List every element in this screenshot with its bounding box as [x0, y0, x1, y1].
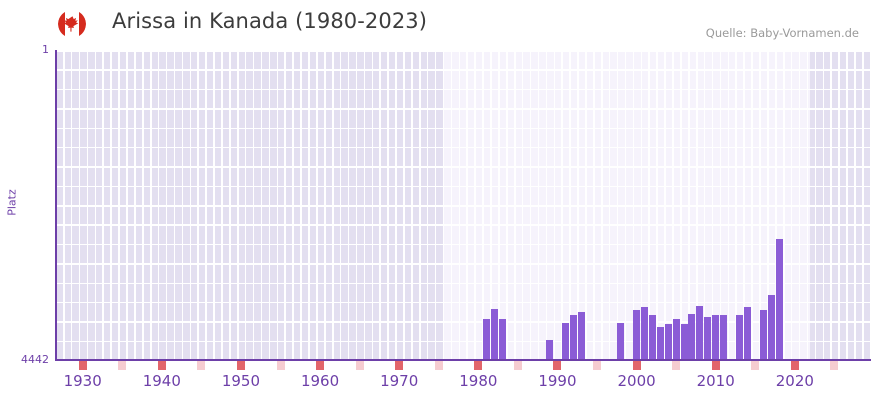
bar-1983[interactable]: [498, 319, 506, 360]
tick-marker-2025: [830, 361, 839, 370]
gridline-horizontal: [55, 321, 870, 323]
x-axis-line: [55, 359, 871, 361]
tick-marker-1955: [276, 361, 285, 370]
bar-2016[interactable]: [759, 310, 767, 360]
tick-marker-2010: [711, 361, 720, 370]
bar-2009[interactable]: [704, 316, 712, 360]
canada-flag-icon: [58, 10, 86, 38]
tick-marker-2005: [672, 361, 681, 370]
source-attribution: Quelle: Baby-Vornamen.de: [705, 26, 859, 40]
bar-2011[interactable]: [720, 315, 728, 360]
tick-marker-1970: [395, 361, 404, 370]
chart-header: Arissa in Kanada (1980-2023) Quelle: Bab…: [0, 0, 873, 46]
bar-1989[interactable]: [546, 339, 554, 360]
gridline-horizontal: [55, 282, 870, 285]
bar-2000[interactable]: [633, 310, 641, 360]
y-axis-min-label: 4442: [21, 353, 49, 366]
x-tick-label-2010: 2010: [696, 372, 735, 390]
x-tick-label-1990: 1990: [538, 372, 577, 390]
tick-marker-1990: [553, 361, 562, 370]
gridline-horizontal: [55, 301, 870, 304]
bar-1991[interactable]: [561, 322, 569, 360]
y-axis-max-label: 1: [42, 43, 49, 56]
tick-marker-2020: [790, 361, 799, 370]
x-axis-tick-labels: 1930 1940 1950 1960 1970 1980 1990 2000 2010 2020: [0, 372, 873, 396]
bar-1992[interactable]: [569, 315, 577, 360]
x-tick-label-1970: 1970: [380, 372, 419, 390]
bar-1998[interactable]: [617, 322, 625, 360]
bar-2007[interactable]: [688, 313, 696, 360]
gridline-horizontal: [55, 50, 870, 52]
gridline-horizontal: [55, 146, 870, 149]
gridline-horizontal: [55, 205, 870, 207]
gridline-horizontal: [55, 88, 870, 91]
bar-2017[interactable]: [767, 294, 775, 360]
bar-2006[interactable]: [680, 324, 688, 360]
tick-marker-2015: [751, 361, 760, 370]
tick-marker-1935: [118, 361, 127, 370]
bar-2005[interactable]: [672, 319, 680, 360]
gridline-horizontal: [55, 243, 870, 246]
gridline-horizontal: [55, 340, 870, 343]
x-tick-label-1950: 1950: [221, 372, 261, 390]
tick-marker-1980: [474, 361, 483, 370]
bar-1981[interactable]: [482, 319, 490, 360]
tick-marker-1930: [78, 361, 87, 370]
gridline-horizontal: [55, 127, 870, 130]
tick-marker-1945: [197, 361, 206, 370]
bar-1993[interactable]: [577, 311, 585, 360]
tick-marker-1950: [236, 361, 245, 370]
tick-marker-1965: [355, 361, 364, 370]
y-axis-line: [55, 50, 57, 361]
bar-2003[interactable]: [656, 327, 664, 360]
bar-2008[interactable]: [696, 305, 704, 360]
tick-marker-1960: [316, 361, 325, 370]
tick-marker-1985: [513, 361, 522, 370]
bar-2001[interactable]: [640, 307, 648, 360]
y-axis-title: Platz: [5, 189, 19, 216]
page-title: Arissa in Kanada (1980-2023): [112, 9, 428, 33]
bar-2002[interactable]: [648, 315, 656, 360]
x-tick-label-1930: 1930: [63, 372, 102, 390]
x-tick-label-1960: 1960: [300, 372, 340, 390]
x-tick-label-1940: 1940: [142, 372, 181, 390]
horizontal-gridlines: [55, 50, 870, 360]
gridline-horizontal: [55, 185, 870, 188]
tick-marker-2000: [632, 361, 641, 370]
bar-2004[interactable]: [664, 324, 672, 360]
bar-2018[interactable]: [775, 239, 783, 360]
gridline-horizontal: [55, 69, 870, 71]
bar-series-platz: [55, 50, 870, 360]
bar-2010[interactable]: [712, 315, 720, 360]
x-tick-label-2020: 2020: [775, 372, 814, 390]
plot-area: [55, 50, 870, 360]
bar-1982[interactable]: [490, 308, 498, 360]
decade-tick-markers: [55, 361, 871, 370]
tick-marker-1995: [593, 361, 601, 370]
x-tick-label-2000: 2000: [617, 372, 656, 390]
tick-marker-1940: [157, 361, 166, 370]
bar-2014[interactable]: [743, 307, 751, 360]
gridline-horizontal: [55, 224, 870, 226]
x-tick-label-1980: 1980: [459, 372, 498, 390]
gridline-horizontal: [55, 166, 870, 168]
tick-marker-1975: [434, 361, 443, 370]
gridline-horizontal: [55, 263, 870, 265]
gridline-horizontal: [55, 108, 870, 110]
bar-2013[interactable]: [735, 315, 743, 360]
